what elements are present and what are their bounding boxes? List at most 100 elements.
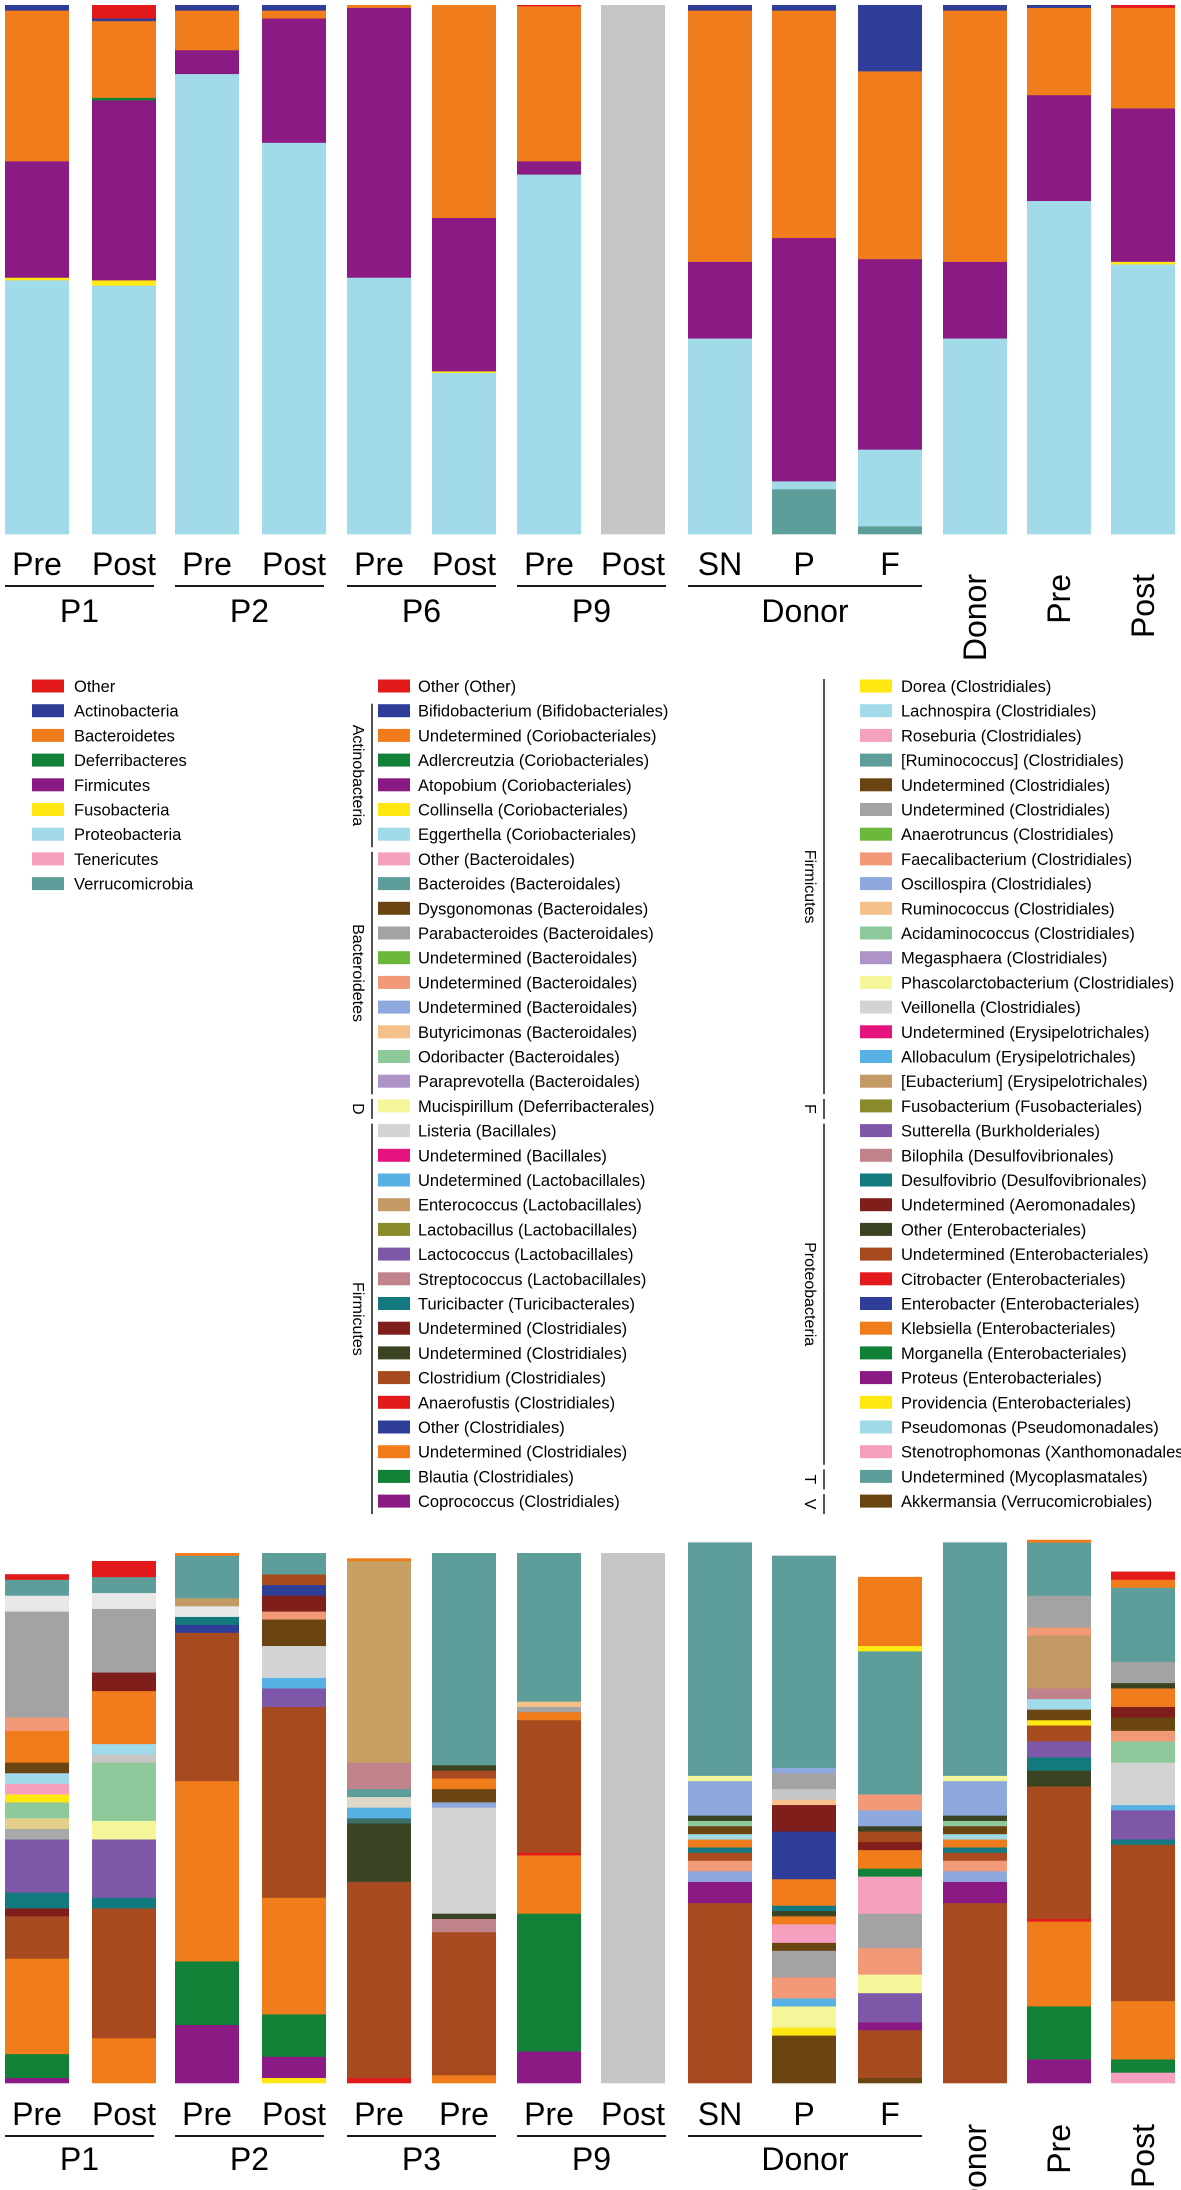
legend-swatch bbox=[378, 1247, 410, 1261]
legend-label: Streptococcus (Lactobacillales) bbox=[418, 1271, 646, 1289]
bar-segment bbox=[5, 277, 69, 281]
legend-swatch bbox=[860, 1469, 892, 1483]
bar-segment bbox=[5, 1818, 69, 1829]
legend-label: Pseudomonas (Pseudomonadales) bbox=[901, 1419, 1159, 1437]
bar-segment bbox=[1111, 1688, 1175, 1707]
bar-segment bbox=[688, 1839, 752, 1848]
bar-segment bbox=[688, 1820, 752, 1827]
bar-segment bbox=[858, 71, 922, 260]
legend-swatch bbox=[378, 1445, 410, 1459]
bar-segment bbox=[517, 1701, 581, 1707]
bar-segment bbox=[432, 1931, 496, 2076]
bar-column-8 bbox=[601, 5, 665, 535]
bar-segment bbox=[92, 20, 156, 98]
bar-segment bbox=[5, 1595, 69, 1612]
bar-segment bbox=[772, 2027, 836, 2036]
group-label-p1: P1 bbox=[60, 2141, 99, 2177]
tick-label: Pre bbox=[1041, 574, 1077, 624]
legend-label: Turicibacter (Turicibacterales) bbox=[418, 1296, 635, 1314]
bar-segment bbox=[262, 1706, 326, 1898]
legend-swatch bbox=[378, 827, 410, 841]
bar-segment bbox=[688, 338, 752, 535]
legend-label: Tenericutes bbox=[74, 851, 158, 869]
legend-swatch bbox=[32, 728, 64, 742]
bar-segment bbox=[772, 1916, 836, 1925]
bar-segment bbox=[262, 1584, 326, 1596]
legend-label: Clostridium (Clostridiales) bbox=[418, 1370, 606, 1388]
bar-segment bbox=[688, 1825, 752, 1835]
bar-segment bbox=[5, 1574, 69, 1580]
bar-segment bbox=[1027, 1688, 1091, 1700]
bar-segment bbox=[772, 2006, 836, 2028]
tick-label: Post bbox=[262, 2096, 326, 2132]
legend-label: Undetermined (Bacteroidales) bbox=[418, 974, 637, 992]
bar-segment bbox=[943, 1902, 1007, 2084]
bar-segment bbox=[262, 1574, 326, 1586]
bar-segment bbox=[943, 1542, 1007, 1776]
bar-segment bbox=[5, 1828, 69, 1840]
bar-segment bbox=[517, 1712, 581, 1721]
bar-column-11 bbox=[858, 1576, 922, 2084]
bar-segment bbox=[772, 1910, 836, 1917]
bar-segment bbox=[772, 1977, 836, 1999]
legend-swatch bbox=[32, 753, 64, 767]
bar-segment bbox=[262, 1611, 326, 1620]
bar-segment bbox=[1111, 2059, 1175, 2073]
legend-swatch bbox=[378, 728, 410, 742]
legend-label: Other (Other) bbox=[418, 678, 516, 696]
legend-label: Collinsella (Coriobacteriales) bbox=[418, 802, 628, 820]
bar-segment bbox=[517, 2051, 581, 2084]
bar-segment bbox=[943, 1820, 1007, 1827]
bar-segment bbox=[772, 1799, 836, 1806]
bar-column-2 bbox=[92, 1560, 156, 2084]
legend-swatch bbox=[860, 1321, 892, 1335]
bar-segment bbox=[262, 1677, 326, 1689]
bar-column-9 bbox=[688, 1542, 752, 2084]
bar-segment bbox=[943, 1871, 1007, 1882]
legend-swatch bbox=[378, 778, 410, 792]
bar-segment bbox=[92, 1897, 156, 1909]
bar-segment bbox=[5, 1916, 69, 1959]
tick-label: SN bbox=[698, 2096, 742, 2132]
bar-segment bbox=[688, 1847, 752, 1853]
bar-segment bbox=[92, 1592, 156, 1609]
bar-segment bbox=[1027, 1741, 1091, 1758]
group-label-p9: P9 bbox=[572, 2141, 611, 2177]
legend-label: Verrucomicrobia bbox=[74, 876, 194, 894]
legend-label: Blautia (Clostridiales) bbox=[418, 1468, 574, 1486]
legend-label: Desulfovibrio (Desulfovibrionales) bbox=[901, 1172, 1147, 1190]
legend-swatch bbox=[860, 1099, 892, 1113]
bar-column-12 bbox=[943, 1542, 1007, 2084]
bar-segment bbox=[175, 1553, 239, 1556]
bar-segment bbox=[517, 174, 581, 535]
bar-segment bbox=[432, 5, 496, 218]
bar-segment bbox=[688, 261, 752, 339]
legend-label: Atopobium (Coriobacteriales) bbox=[418, 777, 632, 795]
bar-column-11 bbox=[858, 5, 922, 535]
bar-segment bbox=[943, 1775, 1007, 1782]
bar-segment bbox=[858, 1876, 922, 1914]
bar-segment bbox=[688, 1881, 752, 1904]
bar-segment bbox=[1111, 1587, 1175, 1662]
legend-swatch bbox=[378, 926, 410, 940]
bar-segment bbox=[347, 1881, 411, 2078]
legend-swatch bbox=[860, 803, 892, 816]
group-label-p9: P9 bbox=[572, 593, 611, 629]
bar-segment bbox=[688, 1833, 752, 1840]
legend-swatch bbox=[32, 803, 64, 816]
bar-segment bbox=[262, 1619, 326, 1647]
bar-segment bbox=[1111, 1571, 1175, 1580]
legend-label: Undetermined (Coriobacteriales) bbox=[418, 727, 656, 745]
bar-segment bbox=[1027, 1757, 1091, 1771]
bracket-label-t: T bbox=[801, 1475, 818, 1485]
bar-segment bbox=[175, 1780, 239, 1962]
bar-column-9 bbox=[688, 5, 752, 535]
bar-segment bbox=[858, 1651, 922, 1795]
bar-segment bbox=[5, 161, 69, 278]
legend-swatch bbox=[860, 728, 892, 742]
bar-column-1 bbox=[5, 1574, 69, 2084]
bar-segment bbox=[92, 5, 156, 19]
bracket-label-d: D bbox=[349, 1103, 366, 1115]
bar-segment bbox=[5, 1783, 69, 1795]
legend-swatch bbox=[378, 1050, 410, 1063]
